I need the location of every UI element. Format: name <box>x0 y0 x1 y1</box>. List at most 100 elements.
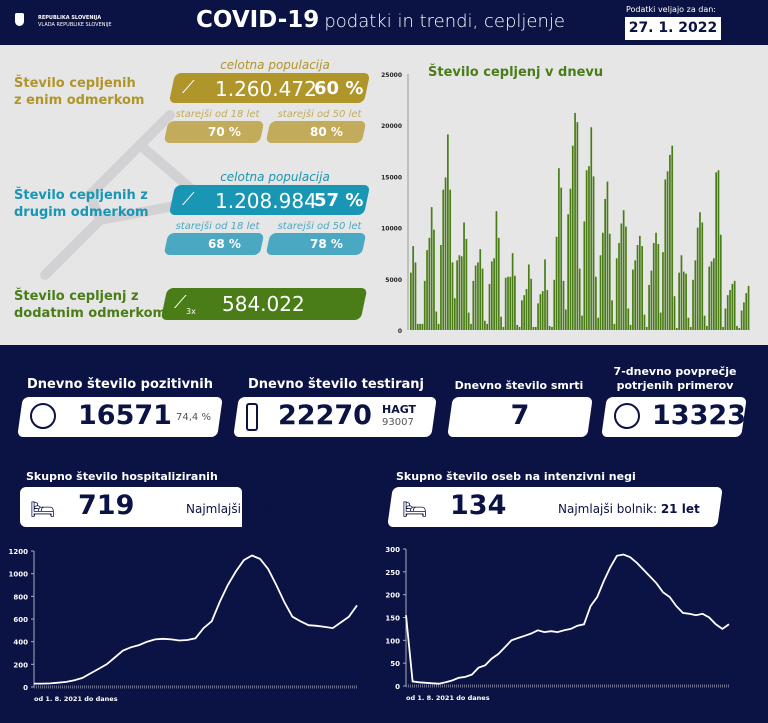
bar <box>467 312 470 330</box>
second-dose-label-line1: Število cepljenih z <box>14 188 148 203</box>
virus-icon <box>614 403 640 429</box>
bar <box>738 327 741 330</box>
bar <box>490 261 493 330</box>
bar <box>696 227 699 330</box>
bar <box>662 252 664 330</box>
y-tick-label: 800 <box>13 593 28 601</box>
vaccination-section: Število cepljenih z enim odmerkom celotn… <box>0 45 768 345</box>
bar <box>481 268 484 330</box>
bar <box>680 255 683 330</box>
syringe-icon: ⟋ <box>174 292 187 313</box>
bar <box>740 310 743 330</box>
y-tick-label: 50 <box>390 660 400 668</box>
bar <box>555 236 558 330</box>
y-tick-label: 1200 <box>9 548 29 556</box>
bar <box>743 302 745 330</box>
bar <box>551 326 553 330</box>
bar <box>708 266 711 330</box>
bar <box>558 168 560 330</box>
y-tick-label: 200 <box>13 661 28 669</box>
y-tick-label: 15000 <box>381 174 402 181</box>
bar <box>687 317 690 330</box>
positive-value: 16571 <box>78 400 172 431</box>
bar <box>622 210 625 330</box>
bar <box>564 309 567 330</box>
bar <box>553 279 556 330</box>
bar <box>562 280 565 330</box>
second-50-pct: 78 % <box>310 237 343 251</box>
bar <box>463 222 465 330</box>
x-axis-label: od 1. 8. 2021 do danes <box>34 695 118 703</box>
bar <box>715 172 718 330</box>
bar <box>712 258 715 330</box>
bar <box>576 122 579 331</box>
y-tick-label: 0 <box>398 328 402 335</box>
bar <box>460 256 463 330</box>
data-line <box>405 553 730 685</box>
bar <box>447 134 449 330</box>
y-tick-label: 250 <box>385 569 400 577</box>
bar <box>671 145 674 330</box>
first-dose-label-line1: Število cepljenih <box>14 76 136 91</box>
bar <box>546 290 549 330</box>
bar <box>615 258 618 330</box>
booster-badge: 3x <box>186 307 196 316</box>
y-tick-label: 0 <box>395 683 400 691</box>
bar <box>574 112 576 330</box>
y-tick-label: 5000 <box>385 277 402 284</box>
bar <box>664 179 667 330</box>
avg7-title: 7-dnevno povprečje potrjenih primerov <box>600 365 750 393</box>
org-name: REPUBLIKA SLOVENIJA VLADA REPUBLIKE SLOV… <box>38 15 112 29</box>
bar <box>548 325 551 330</box>
bar <box>444 177 447 330</box>
bar <box>689 326 692 330</box>
bar <box>629 324 632 330</box>
bar <box>745 293 748 330</box>
icu-chart: 0 50 100 150 200 250 300 od 1. 8. 2021 do danes <box>385 546 730 702</box>
bar <box>523 295 526 330</box>
bar <box>736 325 738 330</box>
bar <box>620 223 623 330</box>
epidemiology-section: Dnevno število pozitivnih 16571 74,4 % D… <box>0 345 768 723</box>
y-tick-label: 100 <box>385 637 400 645</box>
bar <box>426 250 428 330</box>
bar <box>539 294 542 330</box>
bar <box>488 283 491 330</box>
bar <box>516 324 519 330</box>
second-dose-pct: 57 % <box>314 190 364 211</box>
hospitalized-chart: 0 200 400 600 800 1000 1200 od 1. 8. 2021 do da… <box>9 548 358 703</box>
icu-youngest-label: Najmlajši bolnik: <box>558 502 657 516</box>
bar <box>504 277 507 330</box>
bar <box>613 323 616 330</box>
icu-youngest: Najmlajši bolnik: 21 let <box>558 502 700 516</box>
bar <box>583 221 586 330</box>
bar <box>421 323 424 330</box>
hagt-value: 93007 <box>382 417 414 428</box>
y-tick-label: 10000 <box>381 226 402 233</box>
first-dose-pct: 60 % <box>314 78 364 99</box>
bar <box>435 311 438 330</box>
bar <box>601 232 604 330</box>
hosp-youngest-value: 23 let <box>288 502 328 516</box>
bar <box>567 214 569 330</box>
bar-chart-title: Število cepljenj v dnevu <box>428 65 604 80</box>
virus-icon <box>30 403 56 429</box>
bar <box>599 255 602 330</box>
booster-label-line2: dodatnim odmerkom <box>14 306 167 321</box>
first-dose-caption: celotna populacija <box>220 58 330 72</box>
hagt-label: HAGT <box>382 403 417 416</box>
bar <box>608 233 611 330</box>
second-18-pct: 68 % <box>208 237 241 251</box>
bar <box>606 181 609 330</box>
y-tick-label: 20000 <box>381 123 402 130</box>
booster-count: 584.022 <box>222 292 305 316</box>
bar <box>595 276 597 330</box>
icu-value: 134 <box>450 490 507 521</box>
first-50-caption: starejši od 50 let <box>277 109 362 120</box>
first-dose-count: 1.260.472 <box>215 77 317 101</box>
bar <box>611 300 613 330</box>
bar <box>719 234 722 330</box>
bar <box>453 298 456 330</box>
hosp-title: Skupno število hospitaliziranih <box>26 470 218 483</box>
header: REPUBLIKA SLOVENIJA VLADA REPUBLIKE SLOV… <box>0 0 768 45</box>
